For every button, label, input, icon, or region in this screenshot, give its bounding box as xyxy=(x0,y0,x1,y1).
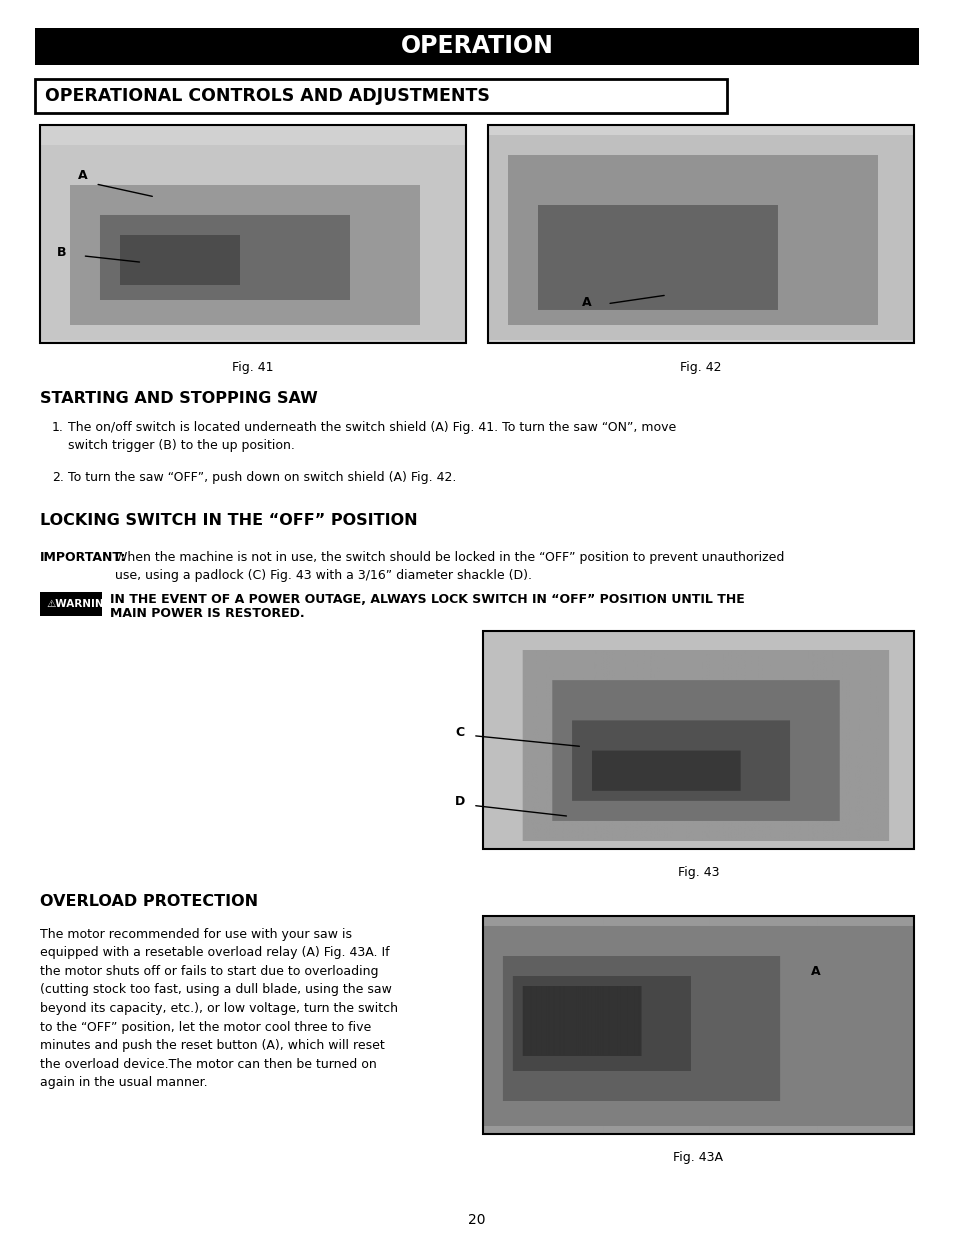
Text: Fig. 43A: Fig. 43A xyxy=(673,1151,722,1165)
Text: OPERATIONAL CONTROLS AND ADJUSTMENTS: OPERATIONAL CONTROLS AND ADJUSTMENTS xyxy=(45,86,489,105)
Text: 1.: 1. xyxy=(52,421,64,433)
Text: The on/off switch is located underneath the switch shield (A) Fig. 41. To turn t: The on/off switch is located underneath … xyxy=(68,421,676,452)
Text: IN THE EVENT OF A POWER OUTAGE, ALWAYS LOCK SWITCH IN “OFF” POSITION UNTIL THE: IN THE EVENT OF A POWER OUTAGE, ALWAYS L… xyxy=(110,593,744,606)
Bar xyxy=(482,631,913,848)
Bar xyxy=(40,125,465,343)
Text: A: A xyxy=(78,169,88,183)
Bar xyxy=(482,916,913,1134)
Bar xyxy=(35,79,726,112)
Text: To turn the saw “OFF”, push down on switch shield (A) Fig. 42.: To turn the saw “OFF”, push down on swit… xyxy=(68,471,456,484)
Text: 20: 20 xyxy=(468,1213,485,1228)
Text: A: A xyxy=(581,296,591,309)
Text: OVERLOAD PROTECTION: OVERLOAD PROTECTION xyxy=(40,894,258,909)
Bar xyxy=(488,125,913,343)
Text: C: C xyxy=(455,726,464,739)
Text: STARTING AND STOPPING SAW: STARTING AND STOPPING SAW xyxy=(40,391,317,406)
Bar xyxy=(35,28,918,65)
Text: OPERATION: OPERATION xyxy=(400,35,553,58)
Text: LOCKING SWITCH IN THE “OFF” POSITION: LOCKING SWITCH IN THE “OFF” POSITION xyxy=(40,513,417,529)
Text: Fig. 42: Fig. 42 xyxy=(679,361,721,374)
Text: Fig. 43: Fig. 43 xyxy=(677,866,719,879)
Bar xyxy=(40,592,102,616)
Text: ⚠WARNING: ⚠WARNING xyxy=(46,599,112,609)
Text: MAIN POWER IS RESTORED.: MAIN POWER IS RESTORED. xyxy=(110,608,304,620)
Text: 2.: 2. xyxy=(52,471,64,484)
Text: Fig. 41: Fig. 41 xyxy=(232,361,274,374)
Text: A: A xyxy=(810,965,820,978)
Text: D: D xyxy=(455,795,465,809)
Text: B: B xyxy=(57,246,67,259)
Text: IMPORTANT:: IMPORTANT: xyxy=(40,551,126,564)
Text: The motor recommended for use with your saw is
equipped with a resetable overloa: The motor recommended for use with your … xyxy=(40,927,397,1089)
Text: When the machine is not in use, the switch should be locked in the “OFF” positio: When the machine is not in use, the swit… xyxy=(115,551,783,582)
